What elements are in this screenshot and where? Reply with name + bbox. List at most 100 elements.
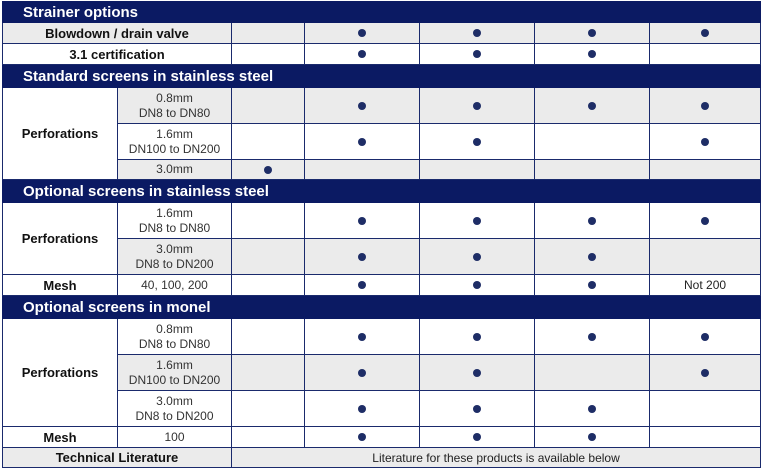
table-cell [419, 202, 535, 239]
row-label-perforations: Perforations [2, 202, 118, 275]
table-cell [231, 202, 305, 239]
table-cell [534, 43, 650, 65]
size-value: 3.0mm [156, 393, 193, 408]
table-cell [304, 354, 420, 391]
availability-dot-icon [473, 433, 481, 441]
availability-dot-icon [473, 137, 481, 146]
size-cell: 0.8mm DN8 to DN80 [117, 87, 232, 124]
table-cell [648, 238, 762, 275]
table-cell [231, 43, 305, 65]
table-row-certification: 3.1 certification [2, 43, 762, 65]
availability-dot-icon [473, 101, 481, 110]
table-cell [231, 22, 305, 44]
table-cell [231, 426, 305, 448]
availability-dot-icon [588, 101, 596, 110]
availability-dot-icon [358, 137, 366, 146]
table-cell [304, 87, 420, 124]
table-cell [304, 159, 420, 180]
table-row: 3.0mm [3, 159, 762, 180]
availability-dot-icon [264, 165, 272, 174]
size-value: 1.6mm [156, 357, 193, 372]
availability-dot-icon [588, 252, 596, 261]
size-range: DN100 to DN200 [128, 372, 221, 387]
table-cell [419, 426, 535, 448]
table-cell [648, 354, 762, 391]
table-cell [419, 159, 535, 180]
availability-dot-icon [358, 101, 366, 110]
table-cell [231, 159, 305, 180]
row-label-technical-literature: Technical Literature [2, 447, 232, 468]
size-cell: 1.6mm DN100 to DN200 [117, 354, 232, 391]
table-cell [419, 87, 535, 124]
size-cell: 3.0mm DN8 to DN200 [117, 390, 232, 427]
row-label-mesh: Mesh [2, 274, 118, 296]
row-label-perforations: Perforations [2, 318, 118, 427]
section-header-row: Standard screens in stainless steel [1, 64, 762, 88]
table-cell [534, 123, 650, 160]
availability-dot-icon [473, 50, 481, 58]
table-cell [648, 202, 762, 239]
table-row-blowdown: Blowdown / drain valve [2, 22, 762, 44]
availability-dot-icon [473, 29, 481, 37]
table-cell [648, 43, 762, 65]
table-row: 1.6mm DN100 to DN200 [3, 123, 762, 160]
table-cell [231, 354, 305, 391]
table-row-mesh: Mesh 40, 100, 200 Not 200 [2, 274, 762, 296]
table-cell [231, 274, 305, 296]
table-cell [304, 274, 420, 296]
table-row: Perforations 0.8mm DN8 to DN80 [2, 318, 762, 427]
table-cell [534, 274, 650, 296]
table-cell [419, 238, 535, 275]
size-cell: 3.0mm [117, 159, 232, 180]
size-range: DN8 to DN200 [135, 408, 214, 423]
table-cell [648, 22, 762, 44]
availability-dot-icon [701, 368, 710, 377]
table-cell [534, 202, 650, 239]
table-cell [648, 390, 762, 427]
availability-dot-icon [473, 368, 481, 377]
section-title-optional-ss: Optional screens in stainless steel [1, 179, 762, 203]
table-cell [304, 43, 420, 65]
availability-dot-icon [701, 29, 710, 37]
size-value: 0.8mm [156, 90, 193, 105]
availability-dot-icon [473, 216, 481, 225]
size-cell: 3.0mm DN8 to DN200 [117, 238, 232, 275]
table-cell [534, 22, 650, 44]
table-cell [534, 390, 650, 427]
table-cell [231, 87, 305, 124]
table-cell [304, 22, 420, 44]
size-range: DN8 to DN80 [138, 105, 211, 120]
section-title-standard-ss: Standard screens in stainless steel [1, 64, 762, 88]
availability-dot-icon [473, 404, 481, 413]
availability-dot-icon [358, 281, 366, 289]
table-cell [534, 159, 650, 180]
section-title-strainer-options: Strainer options [1, 1, 762, 23]
table-row: Perforations 0.8mm DN8 to DN80 [2, 87, 762, 180]
literature-note: Literature for these products is availab… [230, 447, 762, 468]
table-cell [304, 123, 420, 160]
availability-dot-icon [358, 29, 366, 37]
table-cell [304, 318, 420, 355]
table-cell [231, 318, 305, 355]
table-cell [648, 159, 762, 180]
availability-dot-icon [588, 404, 596, 413]
table-cell [419, 354, 535, 391]
availability-dot-icon [588, 216, 596, 225]
size-cell: 1.6mm DN8 to DN80 [117, 202, 232, 239]
availability-dot-icon [473, 252, 481, 261]
availability-dot-icon [701, 101, 710, 110]
availability-dot-icon [358, 216, 366, 225]
availability-dot-icon [588, 433, 596, 441]
section-header-row: Optional screens in monel [1, 295, 762, 319]
table-cell [304, 238, 420, 275]
availability-dot-icon [588, 29, 596, 37]
table-cell [419, 123, 535, 160]
table-cell [304, 202, 420, 239]
availability-dot-icon [588, 50, 596, 58]
table-cell [231, 238, 305, 275]
table-cell [534, 87, 650, 124]
table-cell [534, 354, 650, 391]
availability-dot-icon [358, 433, 366, 441]
size-range: DN8 to DN200 [135, 256, 214, 271]
